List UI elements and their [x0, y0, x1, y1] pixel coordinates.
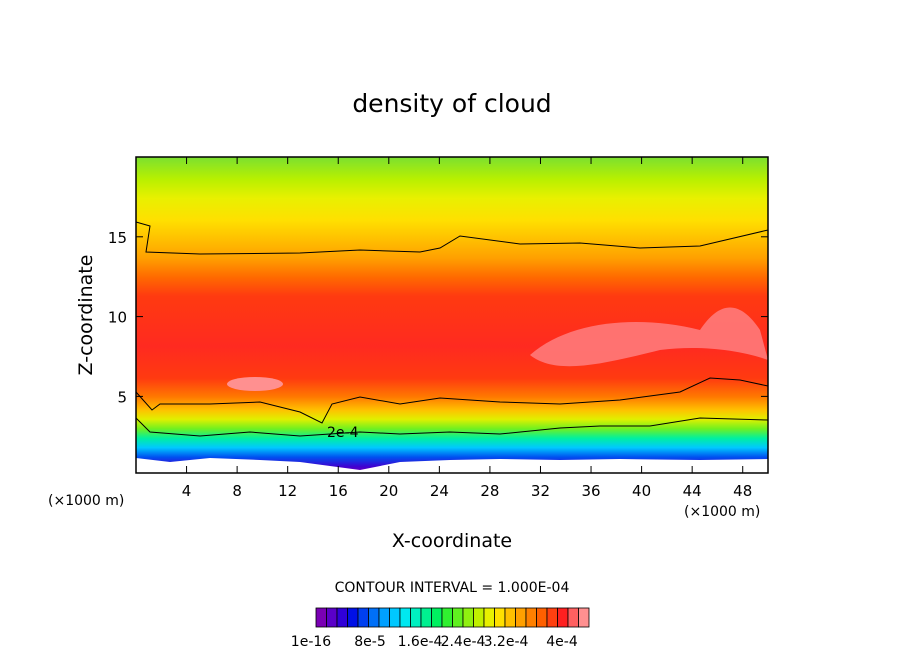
contour-line-mid	[135, 377, 769, 424]
y-axis-ticks: 5 10 15	[108, 229, 768, 406]
colorbar-label: 2.4e-4	[441, 634, 486, 650]
colorbar-swatch	[462, 607, 474, 628]
x-tick-label: 36	[581, 482, 600, 500]
colorbar-swatch	[483, 607, 495, 628]
x-tick-label: 4	[182, 482, 192, 500]
x-tick-label: 28	[480, 482, 499, 500]
colorbar-label: 3.2e-4	[484, 634, 529, 650]
colorbar	[315, 607, 590, 628]
colorbar-swatch	[557, 607, 569, 628]
colorbar-swatch	[431, 607, 443, 628]
x-tick-label: 20	[379, 482, 398, 500]
colorbar-swatch	[368, 607, 380, 628]
x-tick-label: 44	[683, 482, 702, 500]
contour-label: 2e-4	[327, 425, 359, 441]
colorbar-swatch	[452, 607, 464, 628]
x-tick-label: 12	[278, 482, 297, 500]
x-tick-label: 40	[632, 482, 651, 500]
field-background	[136, 157, 768, 473]
high-density-core	[530, 307, 768, 367]
colorbar-swatch	[420, 607, 432, 628]
colorbar-swatch	[515, 607, 527, 628]
colorbar-label: 8e-5	[354, 634, 385, 650]
colorbar-swatch	[357, 607, 369, 628]
colorbar-swatch	[494, 607, 506, 628]
plot-field	[136, 157, 768, 473]
plot-frame	[135, 156, 769, 474]
colorbar-swatch	[567, 607, 579, 628]
colorbar-labels: 1e-16 8e-5 1.6e-42.4e-43.2e-4 4e-4	[291, 634, 578, 650]
x-tick-label: 32	[531, 482, 550, 500]
colorbar-swatch	[473, 607, 485, 628]
colorbar-swatch	[378, 607, 390, 628]
colorbar-swatch	[389, 607, 401, 628]
colorbar-swatch	[578, 607, 590, 628]
x-axis-label: X-coordinate	[392, 530, 512, 552]
chart-title: density of cloud	[352, 89, 551, 118]
colorbar-swatch	[504, 607, 516, 628]
x-tick-label: 16	[329, 482, 348, 500]
x-tick-label: 8	[232, 482, 242, 500]
contour-interval-text: CONTOUR INTERVAL = 1.000E-04	[335, 580, 570, 596]
colorbar-swatch	[326, 607, 338, 628]
contour-line-upper	[135, 221, 769, 255]
colorbar-swatch	[546, 607, 558, 628]
y-tick-label: 15	[108, 229, 127, 247]
y-tick-label: 10	[108, 309, 127, 327]
colorbar-label: 1e-16	[291, 634, 331, 650]
y-axis-label: Z-coordinate	[75, 255, 97, 376]
colorbar-swatch	[347, 607, 359, 628]
colorbar-swatch	[441, 607, 453, 628]
x-unit-label-right: (×1000 m)	[684, 504, 760, 520]
x-tick-label: 48	[733, 482, 752, 500]
colorbar-swatch	[525, 607, 537, 628]
contour-lines	[135, 221, 769, 437]
colorbar-swatch	[399, 607, 411, 628]
x-unit-label-left: (×1000 m)	[48, 493, 124, 509]
colorbar-label: 4e-4	[546, 634, 578, 650]
colorbar-swatch	[536, 607, 548, 628]
y-tick-label: 5	[117, 388, 127, 406]
bottom-blank-region	[136, 458, 768, 473]
colorbar-swatch	[336, 607, 348, 628]
contour-line-lower	[135, 417, 769, 437]
high-density-patch	[227, 377, 283, 391]
x-tick-label: 24	[430, 482, 449, 500]
x-axis-ticks: 4 8 12 16 20 24 28 32 36 40 44 48	[182, 157, 752, 500]
colorbar-swatch	[315, 607, 327, 628]
colorbar-label: 1.6e-4	[398, 634, 443, 650]
colorbar-swatch	[410, 607, 422, 628]
